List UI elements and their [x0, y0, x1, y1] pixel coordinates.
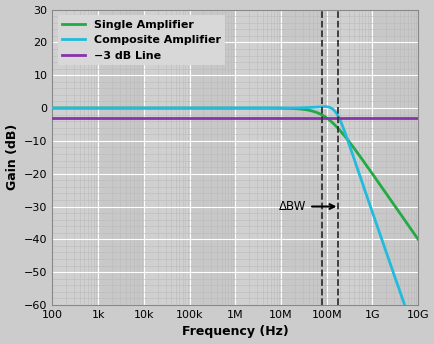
Bar [326, 10, 372, 305]
Composite Amplifier [320, 105, 326, 109]
Single Amplifier [282, 106, 287, 110]
Composite Amplifier [282, 106, 287, 110]
Single Amplifier [50, 106, 55, 110]
Line: Single Amplifier: Single Amplifier [53, 108, 417, 239]
Bar [53, 10, 98, 305]
X-axis label: Frequency (Hz): Frequency (Hz) [181, 325, 288, 338]
Bar [280, 10, 326, 305]
Single Amplifier [182, 106, 187, 110]
Composite Amplifier [182, 106, 187, 110]
Y-axis label: Gain (dB): Gain (dB) [6, 124, 19, 191]
Composite Amplifier [340, 126, 345, 130]
Legend: Single Amplifier, Composite Amplifier, −3 dB Line: Single Amplifier, Composite Amplifier, −… [58, 15, 224, 65]
Bar [144, 10, 189, 305]
Composite Amplifier [321, 105, 326, 109]
Line: Composite Amplifier: Composite Amplifier [53, 107, 417, 321]
Composite Amplifier [50, 106, 55, 110]
Single Amplifier [414, 237, 420, 241]
Single Amplifier [320, 114, 326, 118]
Composite Amplifier [414, 319, 420, 323]
Bar [189, 10, 235, 305]
Bar [372, 10, 417, 305]
Single Amplifier [340, 132, 345, 136]
Composite Amplifier [407, 319, 412, 323]
Single Amplifier [68, 106, 73, 110]
Text: ΔBW: ΔBW [279, 200, 333, 213]
Composite Amplifier [68, 106, 73, 110]
Composite Amplifier [266, 106, 271, 110]
Bar [98, 10, 144, 305]
Bar [235, 10, 280, 305]
Single Amplifier [266, 106, 271, 110]
